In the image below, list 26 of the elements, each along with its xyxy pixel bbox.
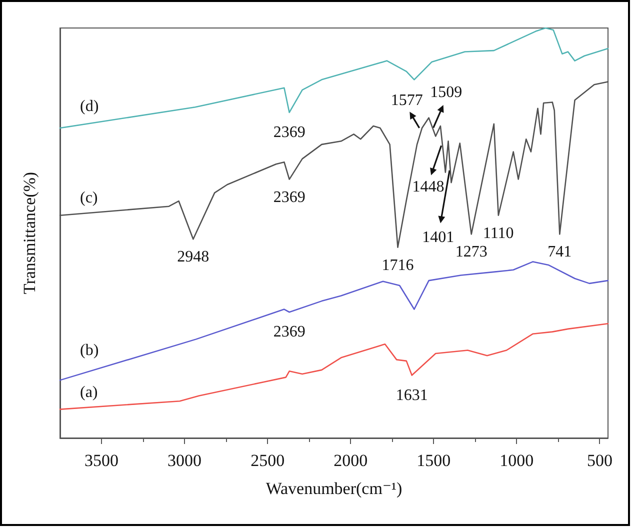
series-label: (a) bbox=[80, 384, 98, 402]
annotation: 1716 bbox=[382, 256, 414, 274]
x-tick-label: 1000 bbox=[500, 451, 534, 470]
x-tick-label: 2500 bbox=[250, 451, 285, 470]
annotation: 1631 bbox=[396, 386, 428, 404]
y-axis-title: Transmittance(%) bbox=[20, 172, 39, 294]
annotation: 1401 bbox=[422, 228, 454, 246]
annotation: 2369 bbox=[273, 124, 306, 141]
annotation: 1577 bbox=[390, 92, 423, 109]
series-label: (d) bbox=[80, 98, 99, 116]
annotation: 1509 bbox=[430, 84, 462, 101]
annotation: 1448 bbox=[412, 178, 444, 196]
annotation: 741 bbox=[548, 244, 572, 261]
x-tick-label: 1500 bbox=[416, 451, 451, 470]
series-label: (b) bbox=[80, 342, 99, 360]
x-axis-title: Wavenumber(cm⁻¹) bbox=[266, 479, 402, 498]
annotation: 1110 bbox=[482, 224, 514, 242]
x-tick-label: 3000 bbox=[168, 451, 202, 470]
annotation: 2948 bbox=[177, 248, 210, 266]
series-label: (c) bbox=[80, 189, 98, 206]
x-tick-label: 500 bbox=[586, 451, 612, 470]
annotation: 1273 bbox=[455, 244, 488, 261]
x-tick-label: 2000 bbox=[334, 451, 368, 470]
annotation: 2369 bbox=[273, 188, 306, 206]
annotation: 2369 bbox=[273, 324, 306, 341]
x-tick-label: 3500 bbox=[84, 451, 119, 470]
